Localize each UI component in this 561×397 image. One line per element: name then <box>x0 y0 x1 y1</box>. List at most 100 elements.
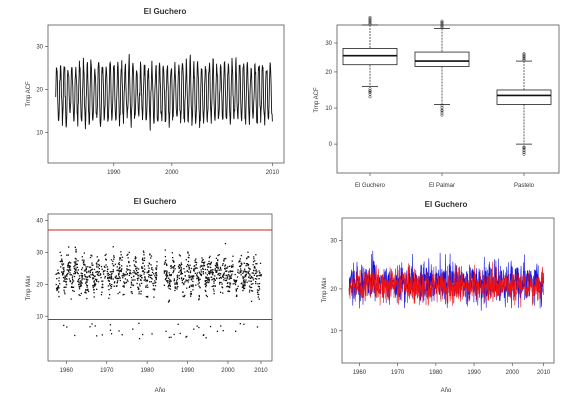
scatter-point <box>234 283 237 286</box>
scatter-point <box>89 266 91 268</box>
scatter-point <box>176 276 179 278</box>
scatter-point <box>66 254 68 256</box>
scatter-point <box>169 282 171 285</box>
scatter-point <box>66 326 68 328</box>
scatter-point <box>58 277 60 279</box>
scatter-point <box>185 336 187 338</box>
scatter-point <box>61 259 63 262</box>
scatter-point <box>67 254 69 256</box>
scatter-point <box>112 260 114 262</box>
scatter-point <box>110 276 113 278</box>
scatter-point <box>108 274 110 276</box>
scatter-point <box>68 262 70 264</box>
scatter-point <box>201 265 203 267</box>
scatter-point <box>242 276 244 278</box>
scatter-point <box>66 278 68 280</box>
scatter-point <box>135 260 137 263</box>
scatter-point <box>220 325 222 327</box>
scatter-point <box>243 276 245 279</box>
scatter-point <box>95 278 97 280</box>
scatter-point <box>257 283 259 285</box>
scatter-point <box>176 278 178 280</box>
scatter-point <box>83 270 86 272</box>
scatter-point <box>165 259 167 261</box>
scatter-point <box>250 275 253 278</box>
scatter-point <box>207 272 210 274</box>
scatter-point <box>69 280 71 282</box>
scatter-point <box>81 268 83 271</box>
scatter-point <box>187 281 189 283</box>
scatter-point <box>183 268 185 270</box>
scatter-point <box>130 276 133 279</box>
scatter-point <box>96 278 98 281</box>
scatter-point <box>148 263 151 265</box>
plot-frame-top-left <box>47 24 285 164</box>
scatter-point <box>60 266 62 268</box>
panel-top-right: 30 20 10 0 El Guchero El Palmar Pastelo Tmp A… <box>314 16 560 189</box>
scatter-point <box>63 267 65 269</box>
scatter-point <box>218 254 220 256</box>
scatter-point <box>154 280 156 282</box>
scatter-point <box>203 265 206 267</box>
scatter-point <box>69 266 71 268</box>
scatter-point <box>78 286 80 288</box>
scatter-point <box>61 264 64 266</box>
scatter-point <box>95 279 97 281</box>
scatter-point <box>184 271 186 273</box>
scatter-point <box>215 257 218 259</box>
scatter-point <box>216 266 218 269</box>
scatter-point <box>173 333 175 336</box>
scatter-point <box>202 271 204 273</box>
scatter-point <box>213 282 215 284</box>
scatter-point <box>87 290 90 293</box>
scatter-point <box>61 258 63 260</box>
scatter-point <box>109 276 111 278</box>
scatter-point <box>128 260 130 263</box>
scatter-point <box>208 266 210 268</box>
scatter-point <box>217 267 219 269</box>
scatter-point <box>181 272 184 275</box>
scatter-point <box>246 281 248 283</box>
scatter-point <box>113 255 115 257</box>
scatter-point <box>215 262 217 264</box>
scatter-point <box>229 270 231 272</box>
scatter-point <box>193 270 195 272</box>
scatter-point <box>80 281 83 284</box>
scatter-point <box>59 260 61 263</box>
scatter-point <box>75 264 77 266</box>
scatter-point <box>179 332 181 335</box>
scatter-point <box>76 263 78 265</box>
scatter-point <box>206 277 209 279</box>
scatter-point <box>206 274 208 276</box>
scatter-point <box>153 289 156 291</box>
scatter-point <box>138 322 140 324</box>
scatter-point <box>176 283 178 285</box>
scatter-point <box>214 279 216 281</box>
scatter-point <box>126 274 128 276</box>
scatter-point <box>229 276 231 278</box>
scatter-point <box>211 273 214 275</box>
scatter-point <box>215 265 217 268</box>
scatter-point <box>253 274 255 276</box>
scatter-point <box>98 259 100 261</box>
scatter-point <box>259 274 261 277</box>
scatter-point <box>216 277 218 279</box>
scatter-point <box>168 299 170 301</box>
scatter-point <box>124 273 126 275</box>
x-tick-label: 2010 <box>254 368 268 374</box>
scatter-point <box>106 270 108 273</box>
scatter-point <box>92 277 94 279</box>
scatter-point <box>109 294 111 296</box>
scatter-point <box>119 270 121 272</box>
scatter-point <box>55 273 57 275</box>
y-tick-label: 20 <box>36 282 43 288</box>
scatter-point <box>151 271 154 274</box>
x-tick-label: 1980 <box>140 368 154 374</box>
scatter-point <box>145 279 147 281</box>
scatter-point <box>88 270 90 272</box>
scatter-point <box>130 284 133 286</box>
outlier-point <box>368 17 372 21</box>
scatter-point <box>220 277 222 279</box>
scatter-point <box>202 273 205 275</box>
